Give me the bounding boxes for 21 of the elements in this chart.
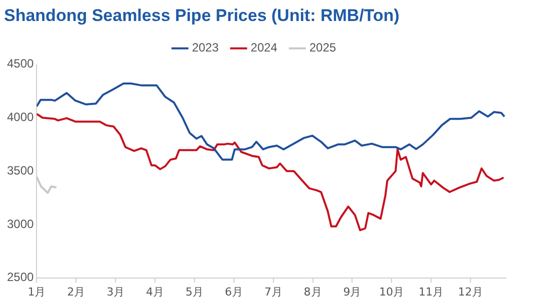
legend-label: 2024 <box>250 40 278 55</box>
y-tick-label: 3500 <box>6 163 34 178</box>
legend-label: 2025 <box>309 40 336 55</box>
y-tick-label: 4500 <box>6 56 34 71</box>
x-tick-label: 2月 <box>67 285 86 298</box>
x-tick-label: 4月 <box>146 285 164 298</box>
x-tick-label: 11月 <box>418 285 444 298</box>
y-tick-label: 2500 <box>6 270 34 284</box>
y-tick-label: 4000 <box>6 110 34 124</box>
x-tick-label: 6月 <box>224 285 243 298</box>
legend-label: 2023 <box>192 40 219 55</box>
x-tick-label: 10月 <box>379 285 404 298</box>
x-tick-label: 12月 <box>458 285 484 298</box>
x-tick-label: 1月 <box>28 285 46 298</box>
x-tick-label: 3月 <box>106 285 125 298</box>
x-tick-label: 9月 <box>343 285 362 298</box>
x-tick-label: 5月 <box>185 285 204 298</box>
chart-title: Shandong Seamless Pipe Prices (Unit: RMB/Ton) <box>4 6 400 25</box>
x-tick-label: 7月 <box>264 285 282 298</box>
y-tick-label: 3000 <box>6 216 34 231</box>
x-tick-label: 8月 <box>304 285 322 298</box>
